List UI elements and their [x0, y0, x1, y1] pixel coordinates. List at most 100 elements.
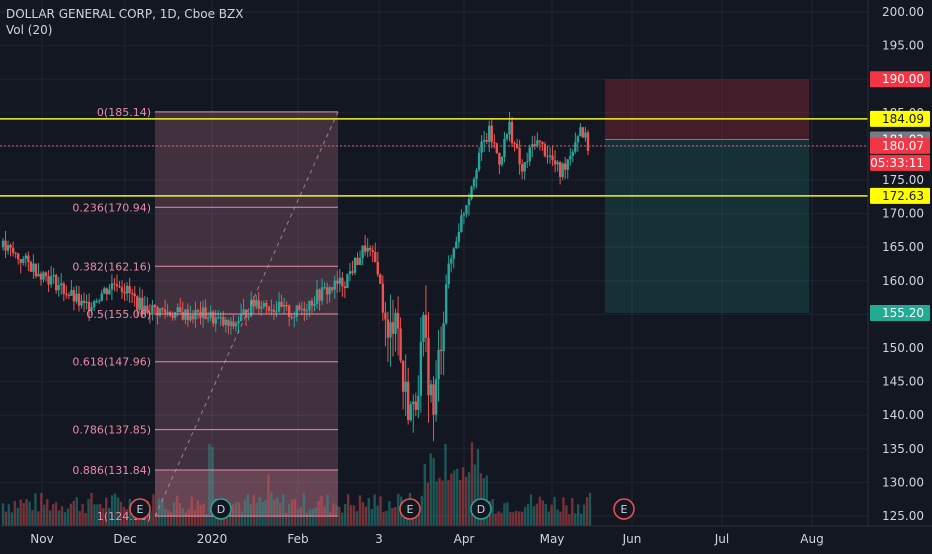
candle-body [237, 321, 240, 324]
event-marker-letter: E [137, 503, 144, 516]
volume-bar [149, 511, 152, 526]
volume-bar [571, 498, 574, 526]
candle-body [412, 401, 415, 405]
candle-body [29, 261, 33, 272]
volume-bar [199, 505, 202, 526]
candle-body [472, 179, 476, 187]
volume-bar [279, 502, 282, 526]
candle-body [6, 245, 10, 251]
price-tick-label: 135.00 [882, 442, 924, 456]
candle-body [576, 136, 580, 143]
candle-body [60, 283, 63, 286]
volume-bar [509, 512, 512, 526]
candle-body [444, 284, 448, 324]
volume-bar [34, 493, 37, 526]
candle-body [277, 301, 281, 312]
candle-body [485, 139, 488, 142]
volume-bar [60, 506, 64, 526]
volume-bar [264, 500, 267, 526]
volume-bar [290, 499, 294, 526]
candle-body [369, 247, 372, 251]
price-tick-label: 170.00 [882, 207, 924, 221]
candle-body [143, 305, 147, 315]
volume-bar [376, 505, 379, 526]
volume-bar [152, 494, 155, 526]
candle-body [174, 312, 177, 318]
candle-body [120, 287, 124, 292]
volume-bar [122, 506, 126, 526]
candle-body [429, 384, 433, 396]
volume-bar [326, 494, 329, 526]
candle-body [247, 316, 250, 318]
candle-body [133, 293, 136, 297]
volume-bar [358, 495, 362, 526]
volume-bar [579, 513, 583, 526]
volume-bar [4, 511, 8, 526]
volume-bar [420, 495, 424, 526]
volume-bar [231, 504, 235, 526]
price-label: 190.00 [882, 72, 924, 86]
volume-bar [335, 505, 338, 526]
price-label-bg [870, 110, 930, 127]
candle-body [265, 302, 268, 307]
volume-bar [526, 503, 530, 526]
volume-bar [346, 494, 350, 526]
price-tick-label: 160.00 [882, 274, 924, 288]
volume-bar [544, 503, 547, 526]
volume-bar [184, 512, 188, 526]
candle-body [374, 251, 377, 263]
candle-body [156, 307, 159, 316]
price-tick-label: 130.00 [882, 475, 924, 489]
volume-bar [155, 513, 158, 526]
candle-body [257, 300, 260, 309]
candle-body [39, 273, 43, 280]
dividend-event-marker [210, 498, 232, 520]
volume-bar [512, 512, 515, 526]
candle-body [166, 311, 169, 313]
candle-body [442, 323, 445, 352]
candle-body [72, 290, 76, 302]
volume-bar [243, 499, 247, 526]
volume-bar [470, 442, 474, 526]
volume-bar [361, 502, 365, 526]
volume-bar [588, 492, 592, 526]
candle-body [244, 309, 248, 318]
candle-body [536, 140, 539, 146]
volume-bar [25, 499, 28, 526]
target-zone [605, 79, 809, 140]
candle-body [353, 257, 357, 273]
candle-body [224, 320, 228, 326]
candle-body [75, 293, 78, 302]
candle-body [100, 293, 103, 301]
candle-body [333, 280, 336, 290]
candle-body [9, 245, 12, 248]
candle-body [219, 317, 222, 319]
volume-bar [249, 503, 252, 526]
volume-bar [423, 463, 427, 526]
volume-bar [84, 512, 87, 526]
volume-bar [69, 503, 73, 526]
candle-body [493, 142, 496, 144]
volume-bar [394, 506, 397, 526]
volume-bar [293, 499, 297, 526]
candle-body [98, 300, 101, 302]
candle-body [439, 349, 443, 352]
candle-body [184, 309, 187, 320]
candle-body [103, 288, 106, 294]
volume-bar [391, 507, 394, 526]
candle-body [222, 317, 225, 326]
fib-level-label: 0.236(170.94) [72, 201, 151, 214]
candle-body [417, 395, 420, 410]
volume-bar [397, 493, 400, 526]
candle-body [581, 127, 585, 138]
candle-body [267, 306, 271, 311]
volume-bar [240, 511, 244, 526]
volume-bar [559, 511, 562, 526]
price-label-bg [870, 187, 930, 204]
volume-indicator-label: Vol (20) [6, 23, 53, 37]
candle-body [16, 253, 20, 260]
candle-body [320, 287, 324, 301]
candle-body [477, 152, 481, 170]
